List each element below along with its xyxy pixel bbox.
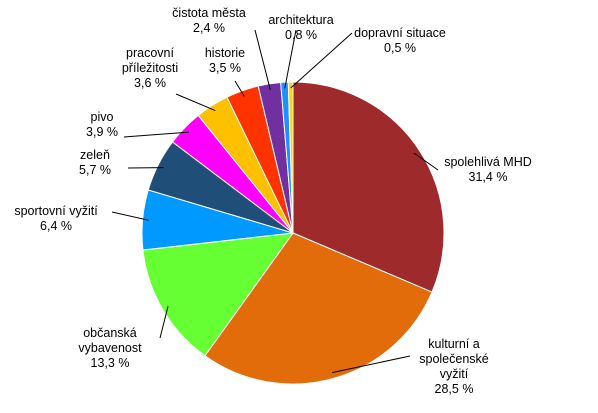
slice-value: 3,5 % [209,61,241,75]
slice-label-obcanska-vybavenost: občanská vybavenost 13,3 % [78,326,142,370]
pie-slice-obcanska-vybavenost [142,232,295,357]
slice-value: 13,3 % [91,356,130,370]
leader-line-dopravni-situace [290,32,353,89]
slice-label-zelen: zeleň 5,7 % [79,148,111,177]
slice-label-dopravni-situace: dopravní situace 0,5 % [354,26,446,55]
slice-name: vyžití [440,367,469,381]
slice-name: příležitosti [122,61,178,75]
slice-label-sportovni-vyziti: sportovní vyžití 6,4 % [14,204,98,233]
leader-line-historie [234,80,245,97]
pie-slice-dopravni-situace [287,81,294,234]
slice-label-architektura: architektura 0,8 % [268,13,333,42]
slice-value: 3,9 % [86,125,118,139]
slice-label-pracovni-prilezitosti: pracovní příležitosti 3,6 % [122,46,178,90]
slice-value: 6,4 % [40,219,72,233]
slice-name: kulturní a [428,337,479,351]
slice-label-pivo: pivo 3,9 % [86,110,118,139]
leader-line-sportovni-vyziti [111,211,149,221]
slice-name: sportovní vyžití [14,204,98,218]
slice-name: vybavenost [78,341,142,355]
slice-name: dopravní situace [354,26,446,40]
slice-name: pracovní [126,46,174,60]
slice-name: historie [205,46,245,60]
slice-label-historie: historie 3,5 % [205,46,245,75]
slice-name: pivo [91,110,114,124]
leader-line-cistota-mesta [254,29,271,90]
leader-line-spolehliva-mhd [413,152,439,171]
leader-line-pivo [123,131,189,138]
slice-name: zeleň [80,148,110,162]
slice-label-kulturni-a-spolecenske-vyziti: kulturní a společenské vyžití 28,5 % [419,337,489,396]
slice-value: 28,5 % [435,382,474,396]
leader-lines [111,29,439,374]
pie-slice-kulturni-a-spolecenske-vyziti [204,232,433,385]
pie-slices [141,81,445,385]
slice-name: spolehlivá MHD [444,155,532,169]
slice-value: 5,7 % [79,163,111,177]
slice-name: architektura [268,13,333,27]
slice-value: 2,4 % [193,21,225,35]
slice-label-spolehliva-mhd: spolehlivá MHD 31,4 % [444,155,532,184]
leader-line-pracovni-prilezitosti [175,93,216,112]
slice-name: společenské [419,352,489,366]
slice-label-cistota-mesta: čistota města 2,4 % [172,6,246,35]
pie-slice-spolehliva-mhd [292,81,445,293]
slice-value: 31,4 % [469,170,508,184]
slice-name: občanská [83,326,137,340]
slice-value: 3,6 % [134,76,166,90]
slice-labels: spolehlivá MHD 31,4 % kulturní a společensk… [14,6,531,396]
leader-line-obcanska-vybavenost [159,306,169,339]
leader-line-kulturni-a-spolecenske-vyziti [331,355,411,374]
slice-name: čistota města [172,6,246,20]
slice-value: 0,8 % [285,28,317,42]
slice-value: 0,5 % [384,41,416,55]
leader-line-architektura [284,29,297,89]
